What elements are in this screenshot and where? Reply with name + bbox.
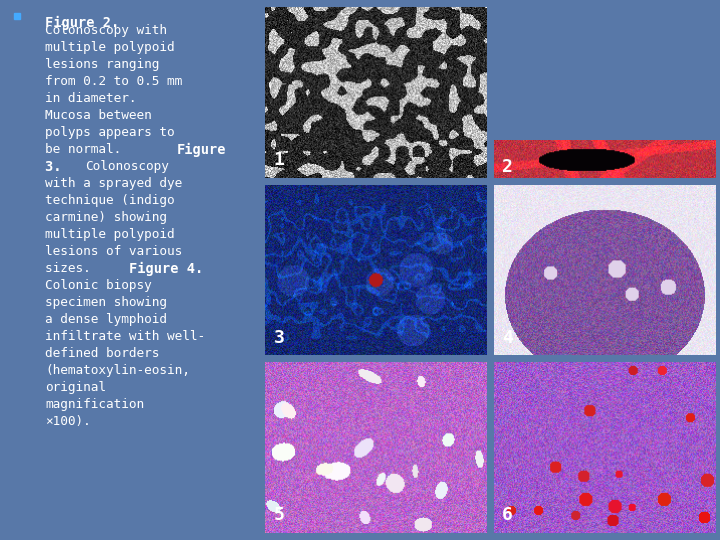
Text: multiple polypoid: multiple polypoid bbox=[45, 228, 175, 241]
Text: carmine) showing: carmine) showing bbox=[45, 211, 167, 224]
Text: Mucosa between: Mucosa between bbox=[45, 109, 152, 122]
Text: be normal.: be normal. bbox=[45, 143, 129, 156]
Text: 6: 6 bbox=[503, 507, 513, 524]
Text: 5: 5 bbox=[274, 507, 284, 524]
Text: 1: 1 bbox=[274, 151, 284, 169]
Text: a dense lymphoid: a dense lymphoid bbox=[45, 313, 167, 326]
Text: Figure 2.: Figure 2. bbox=[45, 16, 120, 30]
Text: polyps appears to: polyps appears to bbox=[45, 126, 175, 139]
Text: 3: 3 bbox=[274, 329, 284, 347]
Text: infiltrate with well-: infiltrate with well- bbox=[45, 330, 205, 343]
Text: original: original bbox=[45, 381, 106, 394]
Text: technique (indigo: technique (indigo bbox=[45, 194, 175, 207]
Text: sizes.: sizes. bbox=[45, 262, 99, 275]
Text: (hematoxylin-eosin,: (hematoxylin-eosin, bbox=[45, 364, 190, 377]
Text: magnification: magnification bbox=[45, 398, 144, 411]
Text: multiple polypoid: multiple polypoid bbox=[45, 41, 175, 54]
Text: 4: 4 bbox=[503, 329, 513, 347]
Text: Colonoscopy: Colonoscopy bbox=[85, 160, 169, 173]
Text: lesions ranging: lesions ranging bbox=[45, 58, 160, 71]
Text: specimen showing: specimen showing bbox=[45, 296, 167, 309]
Text: with a sprayed dye: with a sprayed dye bbox=[45, 177, 182, 190]
Text: lesions of various: lesions of various bbox=[45, 245, 182, 258]
Text: 2: 2 bbox=[503, 158, 513, 176]
Text: Figure 4.: Figure 4. bbox=[129, 262, 203, 276]
Text: ×100).: ×100). bbox=[45, 415, 91, 428]
Text: Figure: Figure bbox=[177, 143, 226, 157]
Text: 3.: 3. bbox=[45, 160, 70, 174]
Text: in diameter.: in diameter. bbox=[45, 92, 137, 105]
Text: Colonic biopsy: Colonic biopsy bbox=[45, 279, 152, 292]
Text: from 0.2 to 0.5 mm: from 0.2 to 0.5 mm bbox=[45, 75, 182, 88]
Text: Colonoscopy with: Colonoscopy with bbox=[45, 24, 167, 37]
Text: defined borders: defined borders bbox=[45, 347, 160, 360]
